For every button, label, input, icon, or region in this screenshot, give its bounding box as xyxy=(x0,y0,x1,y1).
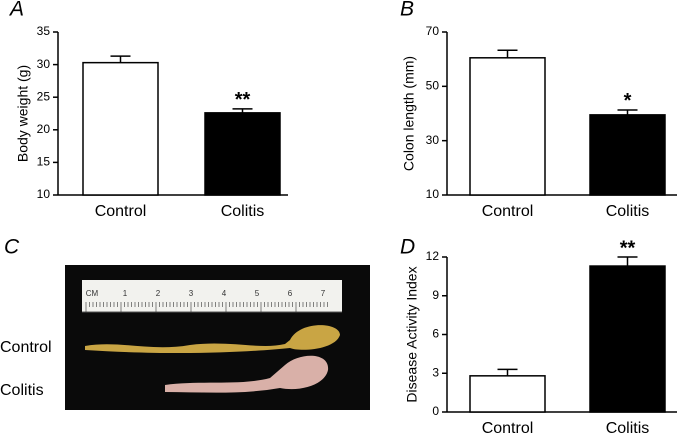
photo-label: Control xyxy=(0,339,52,356)
y-tick-label: 15 xyxy=(37,155,51,169)
y-tick-label: 9 xyxy=(432,288,439,302)
control-colon xyxy=(85,325,340,354)
y-tick-label: 50 xyxy=(426,79,440,93)
panel-label: C xyxy=(4,236,20,259)
ruler-label: 7 xyxy=(321,289,326,298)
y-tick-label: 6 xyxy=(432,327,439,341)
y-tick-label: 10 xyxy=(37,187,51,201)
y-tick-label: 35 xyxy=(37,24,51,38)
bar xyxy=(589,265,666,413)
x-tick-label: Colitis xyxy=(606,420,650,437)
y-axis-label: Body weight (g) xyxy=(15,65,31,162)
x-tick-label: Control xyxy=(95,203,147,220)
y-tick-label: 12 xyxy=(426,249,440,263)
ruler-label: 4 xyxy=(222,289,227,298)
y-axis-label: Colon length (mm) xyxy=(401,56,417,171)
y-tick-label: 25 xyxy=(37,89,51,103)
x-tick-label: Colitis xyxy=(606,203,650,220)
y-tick-label: 3 xyxy=(432,365,439,379)
bar xyxy=(589,114,666,196)
photo-label: Colitis xyxy=(0,382,44,399)
colitis-colon xyxy=(165,355,329,393)
ruler-label: 1 xyxy=(123,289,128,298)
y-axis-label: Disease Activity Index xyxy=(404,266,420,402)
y-tick-label: 30 xyxy=(426,133,440,147)
ruler-label: 3 xyxy=(189,289,194,298)
ruler-label: CM xyxy=(86,289,99,298)
photo-panel: C Control Colitis xyxy=(0,236,370,410)
bar xyxy=(469,57,546,196)
significance: ** xyxy=(620,237,636,259)
bar xyxy=(204,112,281,196)
significance: * xyxy=(624,90,632,112)
y-tick-label: 30 xyxy=(37,57,51,71)
panel-label: A xyxy=(8,0,24,21)
significance: ** xyxy=(235,89,251,111)
ruler-label: 5 xyxy=(255,289,260,298)
x-tick-label: Control xyxy=(482,420,534,437)
y-tick-label: 0 xyxy=(432,404,439,418)
bar xyxy=(469,375,546,413)
panel-label: D xyxy=(400,236,415,259)
y-tick-label: 70 xyxy=(426,24,440,38)
x-tick-label: Colitis xyxy=(221,203,265,220)
bar xyxy=(82,61,159,196)
panel-label: B xyxy=(400,0,414,21)
y-tick-label: 20 xyxy=(37,122,51,136)
ruler-label: 2 xyxy=(156,289,161,298)
ruler-label: 6 xyxy=(288,289,293,298)
x-tick-label: Control xyxy=(482,203,534,220)
y-tick-label: 10 xyxy=(426,187,440,201)
